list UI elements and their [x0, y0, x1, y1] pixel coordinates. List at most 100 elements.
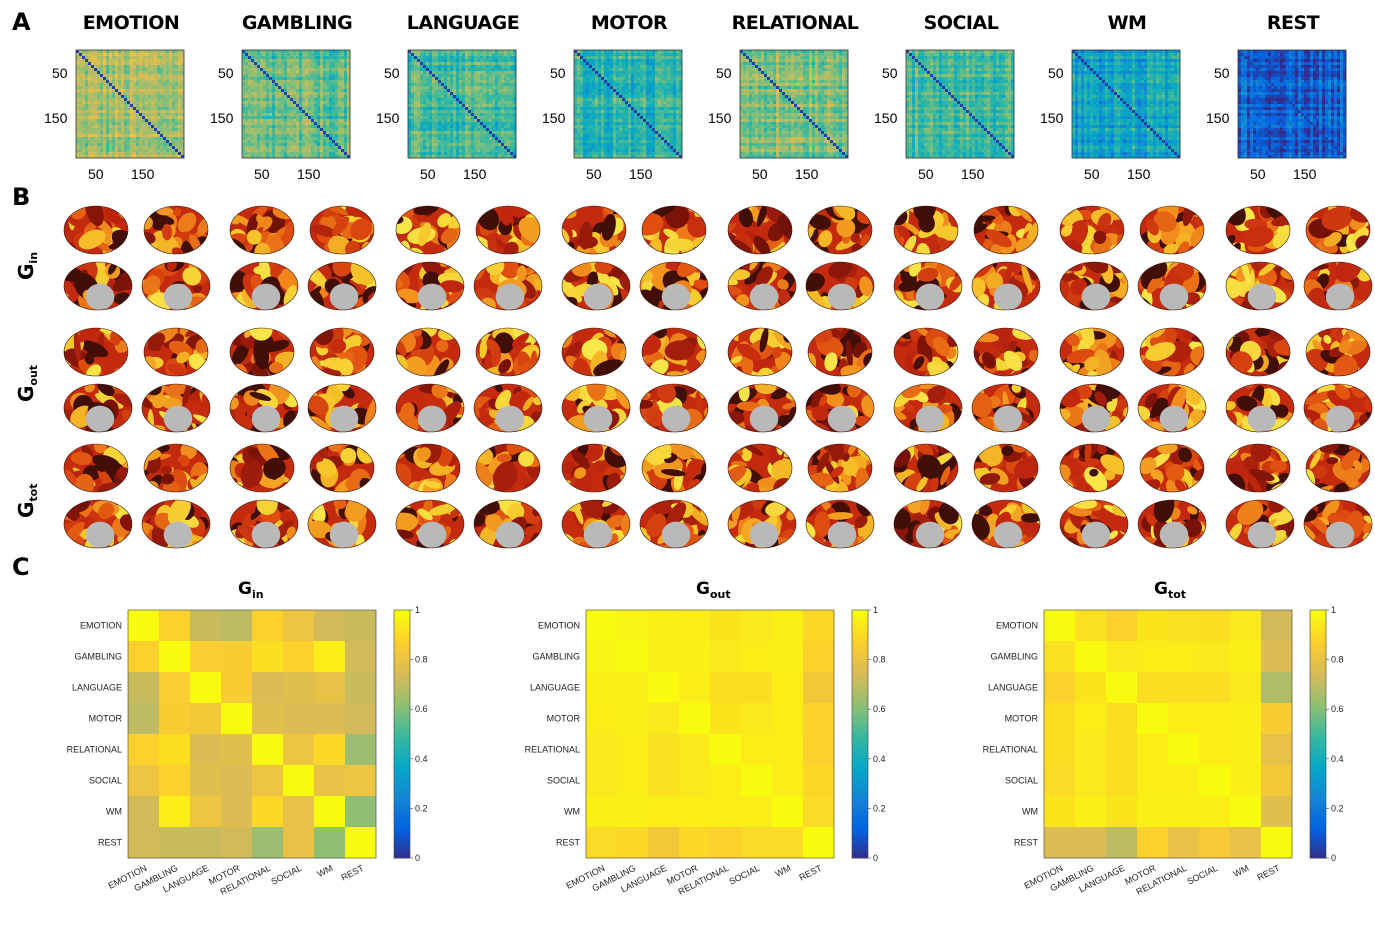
matrix-y-tick: 150 [44, 111, 67, 125]
matrix-y-tick: 50 [384, 66, 400, 80]
heatmap-cell [1137, 703, 1168, 734]
heatmap-cell [710, 703, 741, 734]
heatmap-cell [283, 827, 314, 858]
brain-map-tot-gambling [224, 438, 384, 558]
colorbar-tick: 0.4 [1331, 754, 1344, 764]
heatmap-cell [1199, 672, 1230, 703]
heatmap-x-label: WM [316, 863, 335, 879]
matrix-y-tick: 50 [550, 66, 566, 80]
heatmap-cell [586, 610, 617, 641]
heatmap-cell [314, 765, 345, 796]
heatmap-cell [617, 765, 648, 796]
brain-map-out-social [888, 322, 1048, 442]
heatmap-cell [710, 672, 741, 703]
matrix-y-tick: 150 [874, 111, 897, 125]
heatmap-cell [1230, 796, 1261, 827]
matrix-y-tick: 150 [210, 111, 233, 125]
heatmap-cell [1261, 641, 1292, 672]
brain-map-in-rest [1220, 200, 1375, 320]
heatmap-y-label: MOTOR [1005, 714, 1039, 724]
heatmap-title-tot: Gtot [1154, 581, 1186, 600]
heatmap-x-label: SOCIAL [1185, 863, 1219, 887]
heatmap-cell [741, 641, 772, 672]
heatmap-cell [128, 641, 159, 672]
brain-map-out-rest [1220, 322, 1375, 442]
heatmap-cell [1230, 641, 1261, 672]
heatmap-y-label: LANGUAGE [72, 683, 122, 693]
heatmap-cell [159, 827, 190, 858]
heatmap-cell [803, 641, 834, 672]
colorbar-tick: 0.6 [873, 704, 886, 714]
heatmap-cell [314, 703, 345, 734]
heatmap-cell [1230, 703, 1261, 734]
brain-map-out-language [390, 322, 550, 442]
heatmap-cell [803, 765, 834, 796]
heatmap-cell [803, 703, 834, 734]
heatmap-cell [1075, 610, 1106, 641]
heatmap-y-label: RELATIONAL [983, 745, 1038, 755]
heatmap-tot: EMOTIONGAMBLINGLANGUAGEMOTORRELATIONALSO… [984, 610, 1372, 938]
heatmap-cell [1106, 610, 1137, 641]
heatmap-cell [159, 796, 190, 827]
heatmap-y-label: MOTOR [89, 714, 123, 724]
colorbar-tick: 0 [873, 853, 878, 863]
matrix-x-tick: 50 [420, 167, 436, 181]
heatmap-cell [314, 672, 345, 703]
heatmap-cell [679, 827, 710, 858]
heatmap-cell [679, 703, 710, 734]
heatmap-cell [648, 703, 679, 734]
heatmap-cell [679, 641, 710, 672]
heatmap-cell [803, 672, 834, 703]
heatmap-cell [586, 765, 617, 796]
heatmap-cell [679, 765, 710, 796]
heatmap-cell [1075, 703, 1106, 734]
matrix-x-tick: 150 [297, 167, 320, 181]
heatmap-cell [345, 703, 376, 734]
heatmap-cell [1199, 703, 1230, 734]
heatmap-cell [1075, 765, 1106, 796]
matrix-y-tick: 50 [716, 66, 732, 80]
task-title-gambling: GAMBLING [212, 14, 382, 33]
colorbar-tick: 0 [1331, 853, 1336, 863]
heatmap-cell [190, 827, 221, 858]
heatmap-cell [221, 672, 252, 703]
heatmap-cell [252, 827, 283, 858]
brain-map-tot-rest [1220, 438, 1375, 558]
heatmap-cell [159, 641, 190, 672]
heatmap-cell [772, 610, 803, 641]
brain-map-tot-relational [722, 438, 882, 558]
matrix-rest [1238, 50, 1346, 158]
task-title-relational: RELATIONAL [710, 14, 880, 33]
colorbar-tick: 0.8 [873, 655, 886, 665]
heatmap-cell [1044, 734, 1075, 765]
heatmap-y-label: SOCIAL [547, 776, 580, 786]
heatmap-cell [314, 796, 345, 827]
heatmap-in: EMOTIONGAMBLINGLANGUAGEMOTORRELATIONALSO… [68, 610, 456, 938]
heatmap-cell [741, 672, 772, 703]
matrix-y-tick: 50 [882, 66, 898, 80]
heatmap-cell [679, 610, 710, 641]
heatmap-cell [617, 827, 648, 858]
matrix-emotion [76, 50, 184, 158]
colorbar-tick: 0.4 [873, 754, 886, 764]
brain-map-out-motor [556, 322, 716, 442]
task-title-rest: REST [1208, 14, 1375, 33]
heatmap-cell [190, 672, 221, 703]
matrix-x-tick: 50 [88, 167, 104, 181]
heatmap-cell [1137, 610, 1168, 641]
heatmap-cell [1199, 641, 1230, 672]
matrix-y-tick: 150 [1040, 111, 1063, 125]
brain-map-tot-social [888, 438, 1048, 558]
heatmap-cell [190, 796, 221, 827]
heatmap-cell [128, 610, 159, 641]
brain-map-in-emotion [58, 200, 218, 320]
heatmap-cell [1168, 827, 1199, 858]
heatmap-cell [128, 703, 159, 734]
matrix-y-tick: 50 [218, 66, 234, 80]
heatmap-y-label: LANGUAGE [988, 683, 1038, 693]
heatmap-cell [1137, 796, 1168, 827]
brain-map-tot-emotion [58, 438, 218, 558]
brain-map-out-wm [1054, 322, 1214, 442]
heatmap-cell [1168, 641, 1199, 672]
heatmap-cell [283, 734, 314, 765]
